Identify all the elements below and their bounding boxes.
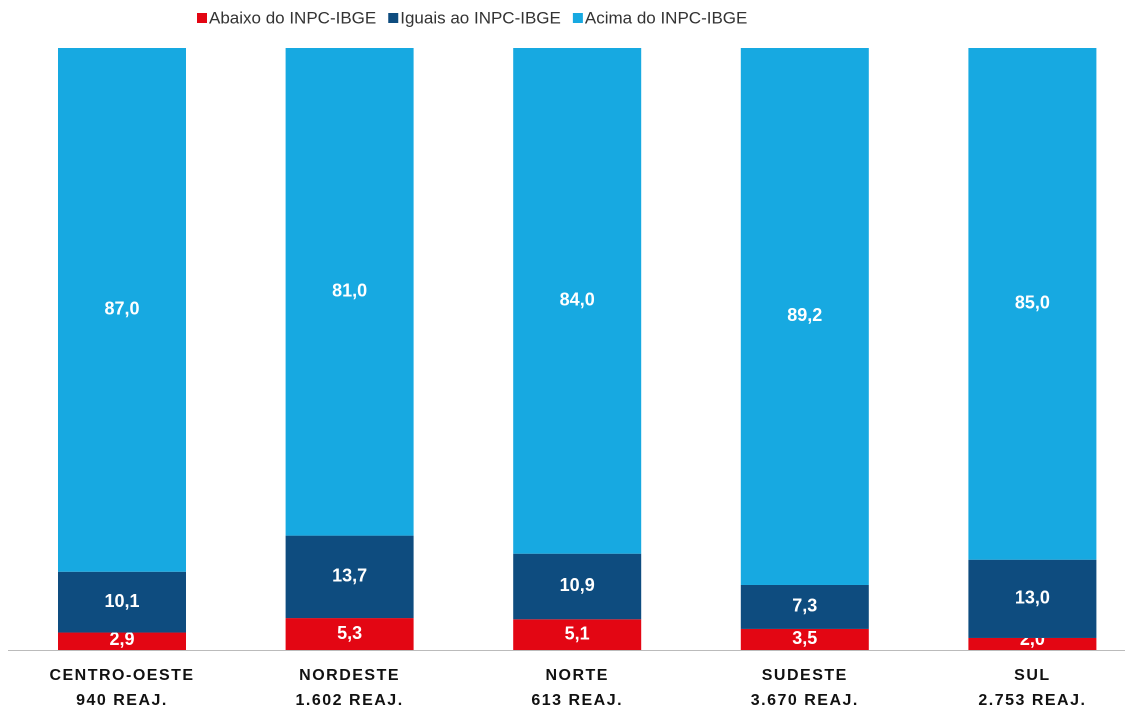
bar-segment xyxy=(285,48,414,536)
legend-swatch xyxy=(572,13,583,23)
x-tick-sublabel: 1.602 REAJ. xyxy=(296,692,404,709)
bar-segment xyxy=(968,559,1097,638)
bar-segment xyxy=(740,48,869,585)
bar-segment xyxy=(285,618,414,650)
value-label: 2,9 xyxy=(109,629,134,649)
bar-segment xyxy=(513,48,642,554)
bar-segment xyxy=(740,628,869,650)
bar-segment xyxy=(513,619,642,650)
x-tick-sublabel: 613 REAJ. xyxy=(531,692,623,709)
x-tick-label: NORDESTE xyxy=(299,667,400,684)
value-label: 13,0 xyxy=(1015,588,1050,608)
legend-label: Iguais ao INPC-IBGE xyxy=(400,8,561,27)
value-label: 13,7 xyxy=(332,566,367,586)
value-label: 89,2 xyxy=(787,305,822,325)
bar-segment xyxy=(740,584,869,629)
bar-segment xyxy=(58,632,186,650)
value-label: 81,0 xyxy=(332,281,367,301)
value-label: 5,1 xyxy=(565,623,590,643)
bar-segment xyxy=(58,571,186,633)
value-label: 85,0 xyxy=(1015,293,1050,313)
legend-label: Acima do INPC-IBGE xyxy=(585,8,748,27)
value-label: 5,3 xyxy=(337,623,362,643)
value-label: 87,0 xyxy=(104,299,139,319)
legend-label: Abaixo do INPC-IBGE xyxy=(209,8,376,27)
value-label: 10,1 xyxy=(104,591,139,611)
value-label: 10,9 xyxy=(560,575,595,595)
x-tick-label: SUDESTE xyxy=(762,667,848,684)
x-tick-label: CENTRO-OESTE xyxy=(49,667,194,684)
legend-swatch xyxy=(197,13,207,23)
bar-segment xyxy=(513,553,642,620)
value-label: 7,3 xyxy=(792,596,817,616)
x-tick-label: SUL xyxy=(1014,667,1051,684)
value-label: 3,5 xyxy=(792,628,817,648)
value-label: 84,0 xyxy=(560,290,595,310)
x-tick-sublabel: 2.753 REAJ. xyxy=(978,692,1086,709)
x-tick-sublabel: 3.670 REAJ. xyxy=(751,692,859,709)
legend-swatch xyxy=(388,13,399,23)
bar-segment xyxy=(285,535,414,619)
x-tick-label: NORTE xyxy=(545,667,609,684)
bar-segment xyxy=(58,48,186,572)
x-tick-sublabel: 940 REAJ. xyxy=(76,692,168,709)
bar-segment xyxy=(968,637,1097,650)
bar-segment xyxy=(968,48,1097,560)
